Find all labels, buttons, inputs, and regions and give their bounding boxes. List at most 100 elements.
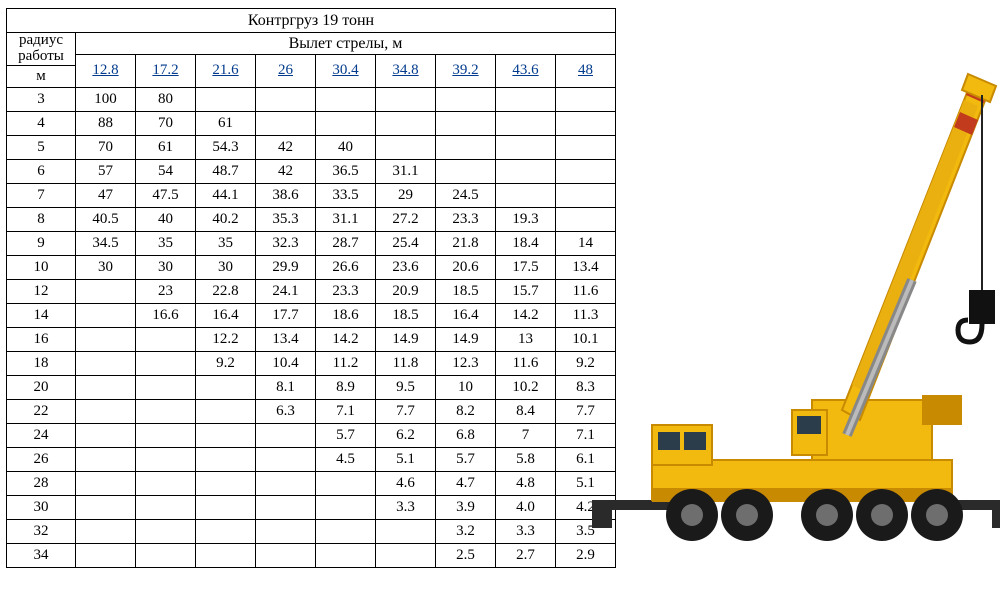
load-cell: 14.9 <box>376 327 436 351</box>
table-row: 1030303029.926.623.620.617.513.4 <box>7 255 616 279</box>
load-cell: 16.4 <box>196 303 256 327</box>
radius-header-line2: работы <box>18 48 64 64</box>
load-cell <box>496 111 556 135</box>
radius-cell: 8 <box>7 207 76 231</box>
load-cell <box>496 135 556 159</box>
load-cell: 10.2 <box>496 375 556 399</box>
load-cell: 23.3 <box>436 207 496 231</box>
load-cell: 23.6 <box>376 255 436 279</box>
load-cell: 27.2 <box>376 207 436 231</box>
load-cell: 61 <box>136 135 196 159</box>
load-cell: 40 <box>136 207 196 231</box>
boom-col-4: 30.4 <box>316 55 376 88</box>
load-table-body: 31008048870615706154.342406575448.74236.… <box>7 87 616 567</box>
load-cell: 12.2 <box>196 327 256 351</box>
load-cell <box>256 543 316 567</box>
load-cell: 18.6 <box>316 303 376 327</box>
load-cell: 32.3 <box>256 231 316 255</box>
radius-cell: 16 <box>7 327 76 351</box>
load-cell: 4.6 <box>376 471 436 495</box>
load-cell: 35 <box>136 231 196 255</box>
radius-cell: 32 <box>7 519 76 543</box>
load-cell: 42 <box>256 135 316 159</box>
crane-illustration-area <box>622 0 1000 600</box>
load-cell <box>76 423 136 447</box>
load-cell: 14.2 <box>496 303 556 327</box>
load-cell <box>76 471 136 495</box>
radius-cell: 34 <box>7 543 76 567</box>
boom-col-7: 43.6 <box>496 55 556 88</box>
load-cell: 40.5 <box>76 207 136 231</box>
load-cell <box>76 303 136 327</box>
load-cell: 10.4 <box>256 351 316 375</box>
load-cell: 70 <box>76 135 136 159</box>
load-cell <box>256 447 316 471</box>
load-cell <box>376 87 436 111</box>
load-cell: 54.3 <box>196 135 256 159</box>
load-cell: 6.2 <box>376 423 436 447</box>
load-cell: 47.5 <box>136 183 196 207</box>
load-cell <box>196 447 256 471</box>
load-cell: 2.5 <box>436 543 496 567</box>
load-cell <box>196 423 256 447</box>
load-cell: 33.5 <box>316 183 376 207</box>
load-cell <box>376 111 436 135</box>
load-cell: 10 <box>436 375 496 399</box>
table-row: 5706154.34240 <box>7 135 616 159</box>
load-cell <box>496 159 556 183</box>
load-cell <box>76 399 136 423</box>
table-row: 189.210.411.211.812.311.69.2 <box>7 351 616 375</box>
radius-cell: 20 <box>7 375 76 399</box>
radius-cell: 9 <box>7 231 76 255</box>
load-cell <box>136 375 196 399</box>
load-cell <box>76 279 136 303</box>
load-cell: 14.9 <box>436 327 496 351</box>
load-cell: 30 <box>76 255 136 279</box>
load-cell: 9.2 <box>196 351 256 375</box>
load-cell <box>136 447 196 471</box>
radius-cell: 7 <box>7 183 76 207</box>
load-cell <box>196 471 256 495</box>
table-row: 1416.616.417.718.618.516.414.211.3 <box>7 303 616 327</box>
load-cell <box>136 519 196 543</box>
load-cell: 61 <box>196 111 256 135</box>
load-cell: 7.1 <box>316 399 376 423</box>
boom-length-row: 12.8 17.2 21.6 26 30.4 34.8 39.2 43.6 48 <box>7 55 616 66</box>
load-cell <box>136 495 196 519</box>
table-row: 323.23.33.5 <box>7 519 616 543</box>
load-cell: 13 <box>496 327 556 351</box>
radius-cell: 6 <box>7 159 76 183</box>
table-row: 264.55.15.75.86.1 <box>7 447 616 471</box>
load-cell: 8.1 <box>256 375 316 399</box>
load-cell <box>136 327 196 351</box>
load-chart-table: Контргруз 19 тонн радиус работы Вылет ст… <box>6 8 616 568</box>
table-row: 342.52.72.9 <box>7 543 616 567</box>
radius-cell: 28 <box>7 471 76 495</box>
load-cell: 6.3 <box>256 399 316 423</box>
load-cell <box>76 519 136 543</box>
load-cell: 5.1 <box>376 447 436 471</box>
boom-header: Вылет стрелы, м <box>76 33 616 55</box>
radius-cell: 5 <box>7 135 76 159</box>
load-cell: 14.2 <box>316 327 376 351</box>
load-cell: 7 <box>496 423 556 447</box>
table-row: 840.54040.235.331.127.223.319.3 <box>7 207 616 231</box>
load-cell: 47 <box>76 183 136 207</box>
radius-cell: 30 <box>7 495 76 519</box>
table-row: 74747.544.138.633.52924.5 <box>7 183 616 207</box>
load-cell <box>76 351 136 375</box>
load-cell <box>256 423 316 447</box>
load-cell: 54 <box>136 159 196 183</box>
load-cell <box>196 399 256 423</box>
boom-col-2: 21.6 <box>196 55 256 88</box>
load-cell <box>376 135 436 159</box>
load-cell: 21.8 <box>436 231 496 255</box>
load-cell: 17.5 <box>496 255 556 279</box>
load-cell: 18.5 <box>376 303 436 327</box>
load-cell: 25.4 <box>376 231 436 255</box>
radius-cell: 24 <box>7 423 76 447</box>
load-cell: 5.7 <box>316 423 376 447</box>
load-cell <box>436 135 496 159</box>
load-cell <box>316 471 376 495</box>
radius-cell: 12 <box>7 279 76 303</box>
